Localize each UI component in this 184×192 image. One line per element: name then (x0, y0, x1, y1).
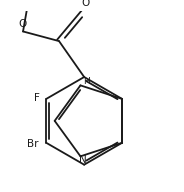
Text: O: O (18, 19, 26, 29)
Text: Br: Br (27, 139, 39, 149)
Text: F: F (34, 93, 40, 103)
Text: N: N (79, 155, 87, 165)
Text: O: O (81, 0, 89, 8)
Text: H: H (84, 77, 90, 86)
